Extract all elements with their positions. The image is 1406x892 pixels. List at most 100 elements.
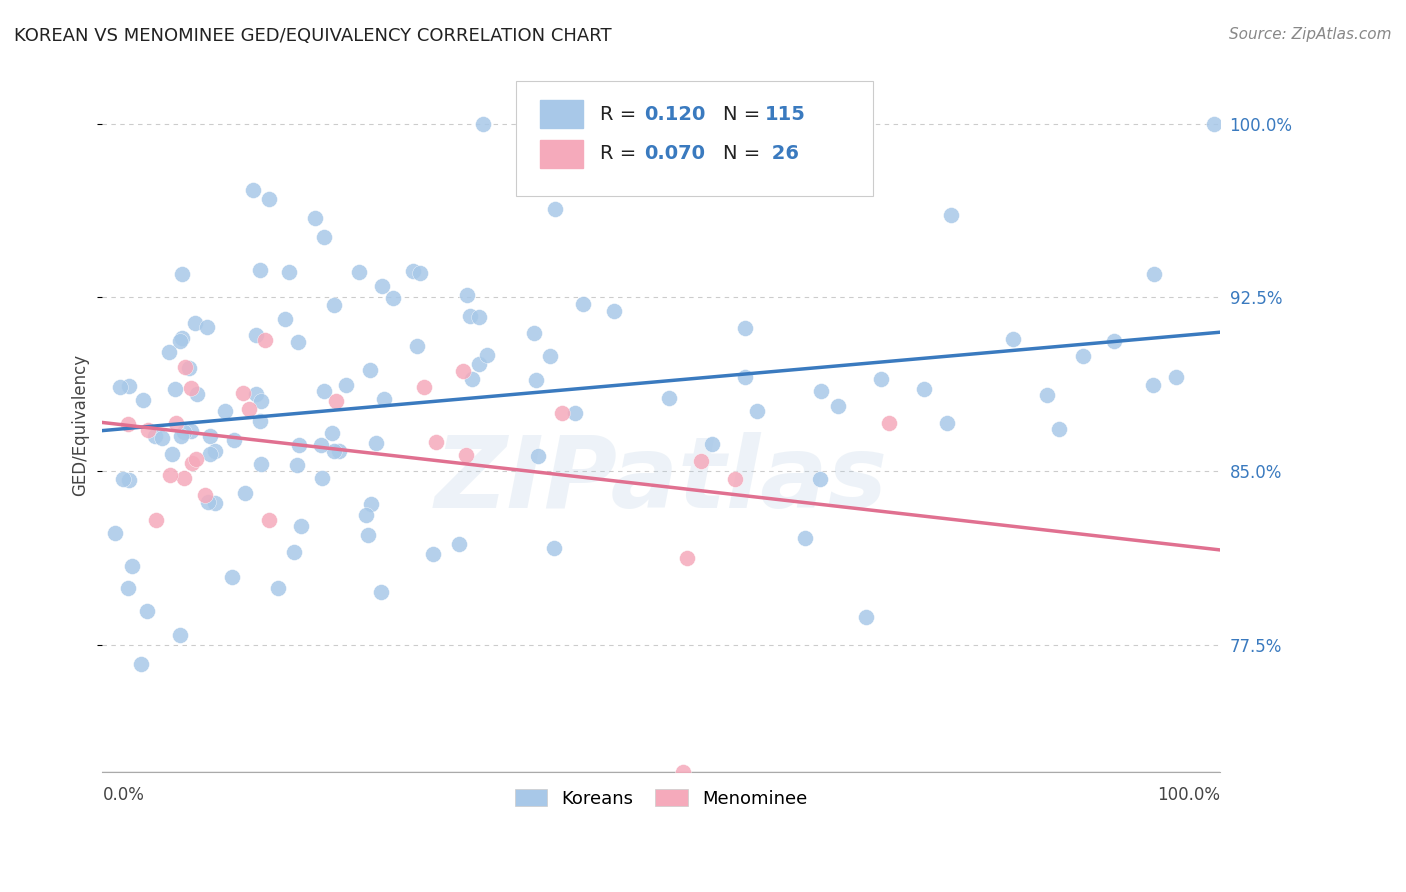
Text: KOREAN VS MENOMINEE GED/EQUIVALENCY CORRELATION CHART: KOREAN VS MENOMINEE GED/EQUIVALENCY CORR… [14,27,612,45]
Point [129,657,152,671]
Point [245,387,267,401]
Point [204,443,226,458]
Point [939,208,962,222]
Text: 0.120: 0.120 [644,104,706,124]
Point [472,117,495,131]
Point [150,431,173,445]
Text: 100.0%: 100.0% [1157,786,1220,804]
Point [314,384,336,398]
Point [304,211,326,226]
Point [136,423,159,437]
Point [104,526,127,541]
Point [1204,117,1226,131]
Text: N =: N = [723,104,766,124]
Point [409,267,432,281]
Text: 0.070: 0.070 [644,145,706,163]
Point [1102,334,1125,348]
Point [169,334,191,348]
Point [165,416,187,430]
Point [672,765,695,780]
Text: R =: R = [600,104,643,124]
Point [132,393,155,408]
Point [1143,268,1166,282]
Point [912,382,935,396]
Point [936,416,959,430]
Point [169,628,191,642]
Point [724,472,747,486]
Point [1071,349,1094,363]
Point [143,428,166,442]
Point [170,267,193,281]
Point [174,360,197,375]
Point [373,392,395,406]
Point [322,443,344,458]
Point [700,437,723,451]
FancyBboxPatch shape [516,81,873,195]
Point [551,405,574,419]
Point [285,458,308,473]
Point [245,328,267,343]
Point [314,230,336,244]
Point [242,183,264,197]
Point [413,380,436,394]
Point [224,434,246,448]
Point [184,317,207,331]
Point [321,425,343,440]
Point [180,381,202,395]
Point [259,192,281,206]
Point [335,377,357,392]
Point [238,402,260,417]
Point [157,345,180,359]
Point [186,387,208,401]
Point [249,457,271,471]
Point [111,473,134,487]
Point [370,584,392,599]
Point [447,537,470,551]
Point [690,454,713,468]
Point [159,468,181,483]
Point [357,528,380,542]
Text: Source: ZipAtlas.com: Source: ZipAtlas.com [1229,27,1392,42]
Point [1035,388,1057,402]
Point [734,369,756,384]
Point [170,330,193,344]
Point [354,508,377,523]
Point [460,309,482,323]
Point [1001,332,1024,346]
Text: ZIPatlas: ZIPatlas [434,432,887,529]
Point [808,472,831,486]
Point [425,435,447,450]
Point [827,400,849,414]
Point [364,436,387,450]
Point [277,265,299,279]
Point [381,291,404,305]
Y-axis label: GED/Equivalency: GED/Equivalency [72,354,89,496]
Point [194,488,217,502]
Point [810,384,832,398]
Point [877,416,900,430]
Point [461,371,484,385]
Point [322,298,344,312]
Point [250,394,273,409]
Point [456,288,478,302]
Point [311,471,333,485]
Point [571,297,593,311]
Text: 0.0%: 0.0% [103,786,145,804]
Point [328,443,350,458]
Point [162,447,184,461]
FancyBboxPatch shape [540,101,583,128]
Point [855,610,877,624]
Point [177,360,200,375]
Point [249,262,271,277]
Point [402,263,425,277]
Point [221,570,243,584]
Point [290,519,312,533]
Point [734,320,756,334]
Point [1142,378,1164,392]
Text: R =: R = [600,145,643,163]
Point [870,372,893,386]
Point [676,551,699,566]
Point [325,393,347,408]
Point [163,382,186,396]
Point [253,333,276,347]
